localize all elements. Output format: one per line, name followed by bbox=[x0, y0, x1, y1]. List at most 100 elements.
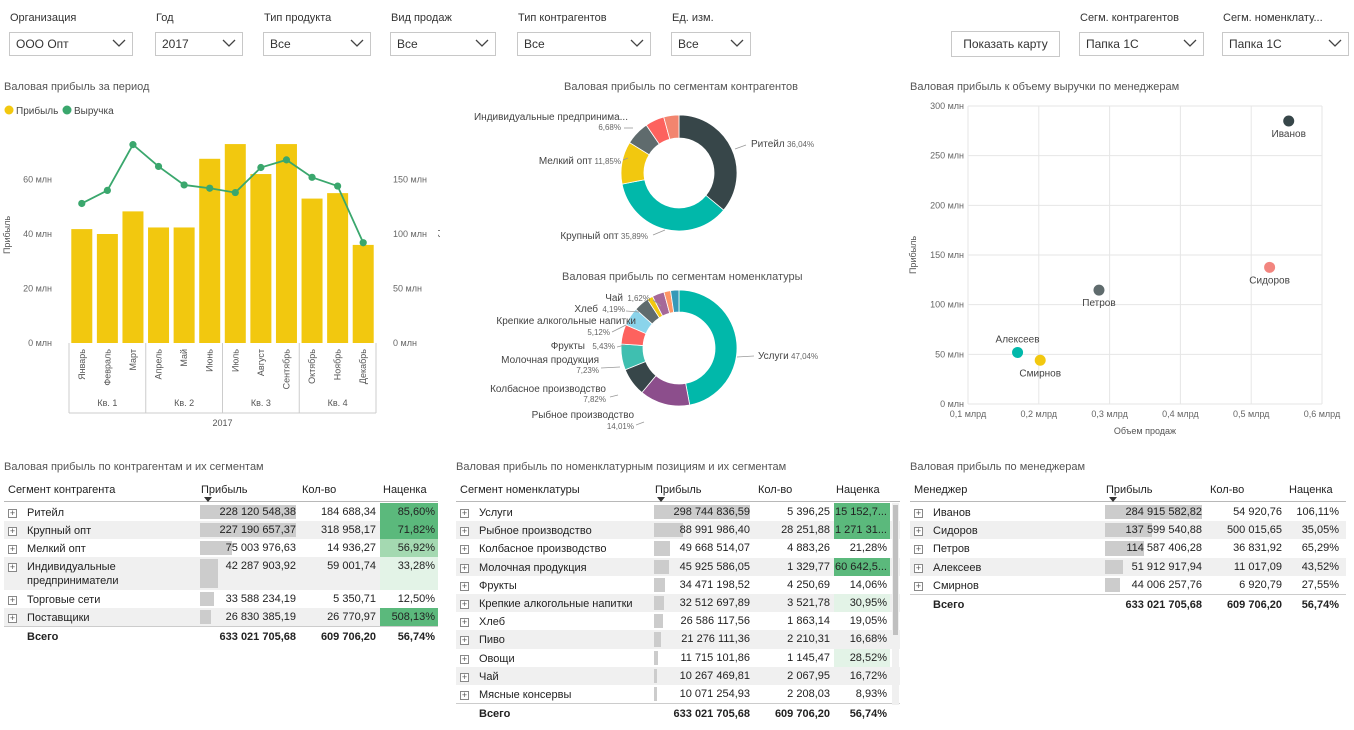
slicer-org-dropdown[interactable]: ООО Опт bbox=[9, 32, 133, 56]
table-row[interactable]: + Рыбное производство 88 991 986,40 28 251,… bbox=[456, 521, 900, 540]
row-markup: 16,68% bbox=[849, 633, 887, 646]
row-markup: 106,11% bbox=[1296, 506, 1339, 518]
slice-label-Чай: Чай bbox=[605, 293, 623, 304]
chevron-down-icon bbox=[112, 39, 126, 47]
table-row[interactable]: + Смирнов 44 006 257,76 6 920,79 27,55% bbox=[910, 576, 1346, 594]
column-header-1[interactable]: Прибыль bbox=[1106, 484, 1153, 496]
column-header-0[interactable]: Сегмент номенклатуры bbox=[460, 484, 580, 496]
slicer-year-dropdown[interactable]: 2017 bbox=[155, 32, 243, 56]
column-header-0[interactable]: Сегмент контрагента bbox=[8, 484, 116, 496]
point-Сидоров bbox=[1264, 261, 1276, 273]
expand-icon[interactable]: + bbox=[8, 613, 17, 623]
column-header-1[interactable]: Прибыль bbox=[655, 484, 702, 496]
profit-databar bbox=[200, 559, 218, 588]
show-map-button[interactable]: Показать карту bbox=[951, 31, 1060, 57]
expand-icon[interactable]: + bbox=[914, 544, 923, 555]
table-row[interactable]: + Мясные консервы 10 071 254,93 2 208,03 8,9… bbox=[456, 685, 900, 703]
table-row[interactable]: + Сидоров 137 599 540,88 500 015,65 35,05% bbox=[910, 521, 1346, 540]
table-row[interactable]: + Колбасное производство 49 668 514,07 4 88… bbox=[456, 539, 900, 557]
expand-icon[interactable]: + bbox=[914, 580, 923, 591]
slicer-seg_nom-dropdown[interactable]: Папка 1С bbox=[1222, 32, 1349, 56]
table-row[interactable]: + Алексеев 51 912 917,94 11 017,09 43,52% bbox=[910, 557, 1346, 576]
expand-icon[interactable]: + bbox=[914, 526, 923, 537]
table-row[interactable]: + Мелкий опт 75 003 976,63 14 936,27 56,92% bbox=[4, 539, 438, 557]
y-right-axis-label: Выручка bbox=[438, 217, 440, 253]
revenue-point-Июнь bbox=[206, 184, 214, 192]
slicer-seg_contr-dropdown[interactable]: Папка 1С bbox=[1079, 32, 1204, 56]
sort-desc-icon[interactable] bbox=[204, 497, 212, 502]
scrollbar-thumb[interactable] bbox=[893, 505, 898, 635]
row-profit: 227 190 657,37 bbox=[219, 524, 296, 536]
table-row[interactable]: + Крупный опт 227 190 657,37 318 958,17 71,8… bbox=[4, 521, 438, 539]
column-header-2[interactable]: Кол-во bbox=[302, 484, 337, 496]
expand-icon[interactable]: + bbox=[914, 562, 923, 573]
revenue-point-Июль bbox=[231, 188, 239, 197]
chevron-down-icon bbox=[630, 39, 644, 47]
column-header-3[interactable]: Наценка bbox=[836, 484, 880, 496]
column-header-2[interactable]: Кол-во bbox=[1210, 484, 1245, 496]
row-profit: 44 006 257,76 bbox=[1131, 578, 1202, 591]
table-row[interactable]: + Петров 114 587 406,28 36 831,92 65,29% bbox=[910, 539, 1346, 557]
leader-line bbox=[611, 324, 627, 333]
row-profit: 42 287 903,92 bbox=[225, 560, 296, 572]
expand-icon[interactable]: + bbox=[8, 595, 17, 605]
slicer-contractor_type-dropdown[interactable]: Все bbox=[517, 32, 651, 56]
table-row[interactable]: + Пиво 21 276 111,36 2 210,31 16,68% bbox=[456, 630, 900, 649]
revenue-point-Апрель bbox=[154, 162, 163, 171]
table-row[interactable]: + Хлеб 26 586 117,56 1 863,14 19,05% bbox=[456, 612, 900, 630]
expand-icon[interactable]: + bbox=[460, 526, 469, 537]
point-Петров bbox=[1093, 284, 1105, 296]
slicer-unit-dropdown[interactable]: Все bbox=[671, 32, 751, 56]
slicer-product_type-dropdown[interactable]: Все bbox=[263, 32, 371, 56]
expand-icon[interactable]: + bbox=[460, 690, 469, 700]
expand-icon[interactable]: + bbox=[8, 544, 17, 554]
expand-icon[interactable]: + bbox=[914, 508, 923, 518]
table-row[interactable]: + Крепкие алкогольные напитки 32 512 697,8… bbox=[456, 594, 900, 613]
column-header-1[interactable]: Прибыль bbox=[201, 484, 248, 496]
row-profit: 45 925 586,05 bbox=[679, 560, 750, 573]
expand-icon[interactable]: + bbox=[460, 562, 469, 573]
table-row[interactable]: + Услуги 298 744 836,59 5 396,25 15 152,7... bbox=[456, 503, 900, 522]
expand-icon[interactable]: + bbox=[460, 544, 469, 555]
expand-icon[interactable]: + bbox=[460, 653, 469, 664]
expand-icon[interactable]: + bbox=[460, 508, 469, 518]
expand-icon[interactable]: + bbox=[460, 580, 469, 591]
expand-icon[interactable]: + bbox=[460, 599, 469, 609]
table-row[interactable]: + Индивидуальные предприниматели 42 287 90… bbox=[4, 557, 438, 590]
slice-value-Чай: 1,62% bbox=[627, 294, 650, 303]
column-header-3[interactable]: Наценка bbox=[1289, 484, 1333, 496]
sort-desc-icon[interactable] bbox=[1109, 497, 1117, 502]
y-left-tick: 20 млн bbox=[23, 284, 52, 294]
row-markup: 16,72% bbox=[849, 669, 887, 682]
column-header-2[interactable]: Кол-во bbox=[758, 484, 793, 496]
expand-icon[interactable]: + bbox=[8, 526, 17, 536]
table-row[interactable]: + Чай 10 267 469,81 2 067,95 16,72% bbox=[456, 666, 900, 685]
table-row[interactable]: + Молочная продукция 45 925 586,05 1 329,77… bbox=[456, 557, 900, 576]
sort-desc-icon[interactable] bbox=[657, 497, 665, 502]
y-tick: 50 млн bbox=[935, 349, 964, 359]
table-row[interactable]: + Фрукты 34 471 198,52 4 250,69 14,06% bbox=[456, 576, 900, 594]
expand-icon[interactable]: + bbox=[8, 508, 17, 518]
expand-icon[interactable]: + bbox=[8, 562, 17, 572]
bar-Март bbox=[122, 211, 144, 343]
table-row[interactable]: + Торговые сети 33 588 234,19 5 350,71 12,50… bbox=[4, 590, 438, 608]
slicer-sale_type-dropdown[interactable]: Все bbox=[390, 32, 496, 56]
combo-chart-title: Валовая прибыль за период bbox=[4, 81, 150, 93]
leader-line bbox=[625, 310, 640, 313]
table-row[interactable]: + Овощи 11 715 101,86 1 145,47 28,52% bbox=[456, 648, 900, 667]
column-header-0[interactable]: Менеджер bbox=[914, 484, 968, 496]
row-markup: 85,60% bbox=[380, 503, 438, 521]
expand-icon[interactable]: + bbox=[460, 671, 469, 682]
x-tick: 0,5 млрд bbox=[1233, 409, 1270, 419]
expand-icon[interactable]: + bbox=[460, 617, 469, 628]
slice-Мясные консервы bbox=[670, 289, 680, 313]
table-row[interactable]: + Ритейл 228 120 548,38 184 688,34 85,60% bbox=[4, 503, 438, 521]
total-profit: 633 021 705,68 bbox=[673, 708, 750, 721]
slicer-label-sale_type: Вид продаж bbox=[391, 12, 452, 24]
column-header-3[interactable]: Наценка bbox=[383, 484, 427, 496]
chevron-down-shape bbox=[350, 39, 364, 47]
expand-icon[interactable]: + bbox=[460, 635, 469, 646]
table-row[interactable]: + Поставщики 26 830 385,19 26 770,97 508,13% bbox=[4, 608, 438, 626]
slicer-label-year: Год bbox=[156, 12, 174, 24]
table-row[interactable]: + Иванов 284 915 582,82 54 920,76 106,11% bbox=[910, 503, 1346, 521]
